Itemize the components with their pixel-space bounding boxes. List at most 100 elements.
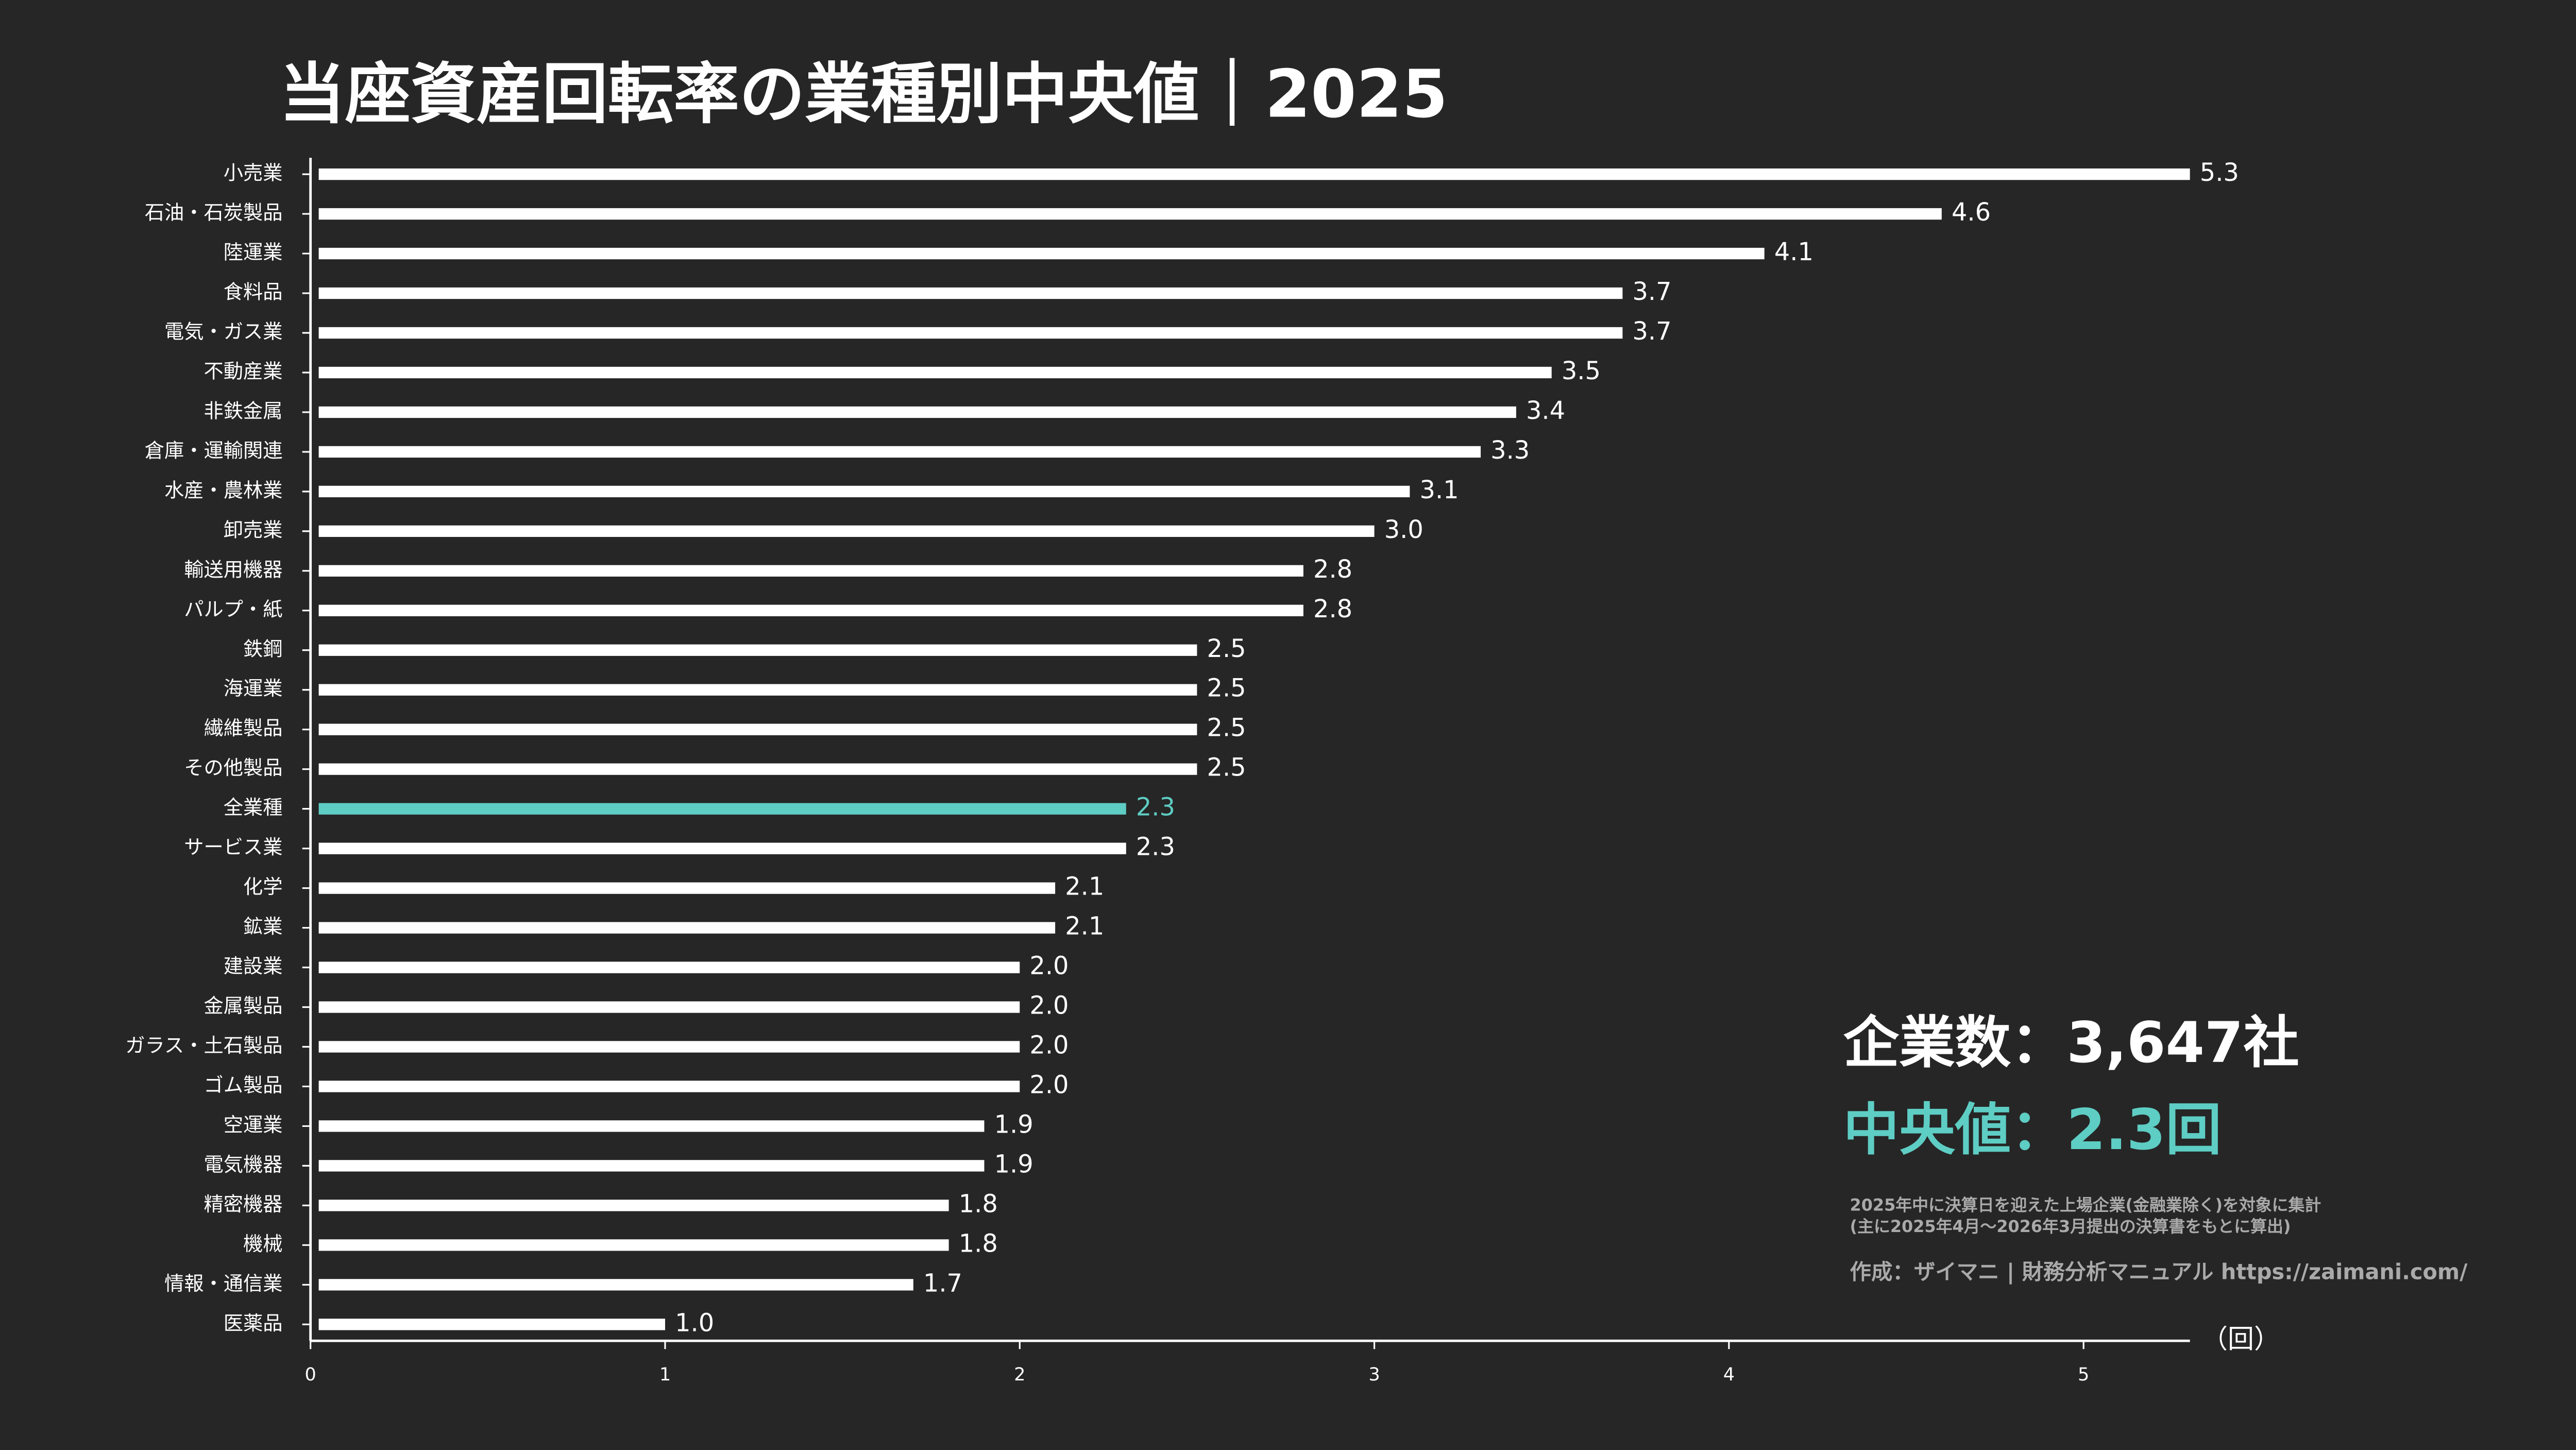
y-tick-label: 電気機器 [204,1153,282,1176]
value-label: 3.0 [1384,516,1423,544]
bar [318,962,1020,973]
bar [318,485,1410,498]
annotation: 企業数：3,647社 [1843,1010,2299,1075]
y-tick-label: 建設業 [224,955,283,978]
y-tick-label: 海運業 [224,677,283,700]
value-label: 1.9 [994,1150,1033,1178]
y-tick-label: 精密機器 [204,1193,282,1216]
bar [318,1041,1020,1053]
annotation: (主に2025年4月〜2026年3月提出の決算書をもとに算出) [1850,1217,2291,1236]
y-tick-label: 食料品 [224,281,283,304]
bar [318,763,1197,775]
bar [318,525,1375,537]
value-label: 1.7 [923,1269,962,1297]
bar [318,168,2190,180]
value-label: 1.0 [675,1309,714,1337]
y-tick-label: その他製品 [184,756,282,780]
bar [318,1001,1020,1013]
annotation: 作成：ザイマニ | 財務分析マニュアル https://zaimani.com/ [1850,1259,2468,1285]
y-tick-label: ゴム製品 [204,1074,282,1097]
bar [318,1239,949,1251]
bar [318,922,1056,934]
y-tick-label: 水産・農林業 [164,479,282,502]
value-label: 3.5 [1562,357,1601,385]
bar [318,684,1197,696]
value-label: 2.0 [1029,1071,1069,1099]
bar [318,644,1197,656]
value-label: 2.8 [1313,555,1352,584]
value-label: 2.3 [1136,833,1175,862]
bar [318,803,1126,815]
bar [318,723,1197,735]
value-label: 2.0 [1029,952,1069,981]
chart-title: 当座資産回転率の業種別中央値｜2025 [279,57,1448,133]
y-tick-label: 鉱業 [243,915,283,938]
value-label: 3.4 [1526,397,1565,425]
value-label: 3.1 [1420,476,1459,504]
bar [318,446,1481,458]
y-tick-label: 電気・ガス業 [164,321,282,344]
bar [318,1319,665,1330]
y-tick-label: 空運業 [224,1114,283,1137]
value-label: 2.0 [1029,992,1069,1020]
bar [318,1200,949,1211]
y-tick-label: 医薬品 [224,1312,283,1335]
y-tick-label: 不動産業 [204,360,282,383]
value-label: 2.1 [1065,913,1104,941]
y-tick-label: 機械 [243,1233,283,1256]
x-tick-label: 1 [659,1364,671,1385]
y-tick-label: 卸売業 [224,518,283,542]
value-label: 4.6 [1952,198,1991,227]
value-label: 2.1 [1065,873,1104,901]
bar [318,247,1765,260]
value-label: 2.5 [1207,675,1246,703]
value-label: 5.3 [2200,159,2239,187]
value-label: 2.5 [1207,635,1246,663]
y-tick-label: 小売業 [224,162,283,185]
y-tick-label: 化学 [243,875,283,899]
y-tick-label: ガラス・土石製品 [125,1034,282,1057]
x-tick-label: 3 [1368,1364,1380,1385]
x-tick-label: 5 [2078,1364,2089,1385]
value-label: 2.0 [1029,1031,1069,1059]
value-label: 2.5 [1207,714,1246,743]
y-tick-label: 陸運業 [224,241,283,264]
value-label: 1.8 [959,1229,998,1258]
value-label: 2.8 [1313,595,1352,623]
annotation: 2025年中に決算日を迎えた上場企業(金融業除く)を対象に集計 [1850,1195,2321,1215]
value-label: 3.7 [1632,317,1671,346]
y-tick-label: 輸送用機器 [184,558,282,581]
y-tick-label: 石油・石炭製品 [145,201,283,225]
bar [318,1120,985,1132]
value-label: 4.1 [1774,238,1814,266]
value-label: 1.8 [959,1190,998,1218]
bar [318,327,1623,339]
bar [318,1160,985,1172]
y-tick-label: 非鉄金属 [204,399,282,423]
y-tick-label: 鉄鋼 [243,637,283,661]
value-label: 3.3 [1490,436,1530,465]
x-tick-label: 0 [305,1364,316,1385]
bar [318,208,1942,220]
bar [318,287,1623,299]
y-tick-label: パルプ・紙 [184,598,282,621]
bar [318,366,1552,379]
value-label: 3.7 [1632,278,1671,306]
bar [318,565,1303,577]
y-tick-label: 情報・通信業 [164,1272,282,1295]
y-tick-label: 全業種 [224,796,283,819]
y-tick-label: 倉庫・運輸関連 [145,439,283,462]
x-tick-label: 2 [1014,1364,1025,1385]
value-label: 2.5 [1207,754,1246,782]
bar [318,1279,913,1291]
value-label: 1.9 [994,1110,1033,1139]
y-tick-label: 金属製品 [204,994,282,1018]
x-axis-label: （回） [2201,1324,2280,1355]
bar [318,406,1516,418]
bar [318,882,1056,894]
value-label: 2.3 [1136,794,1175,822]
y-tick-label: サービス業 [184,836,282,859]
x-tick-label: 4 [1723,1364,1735,1385]
